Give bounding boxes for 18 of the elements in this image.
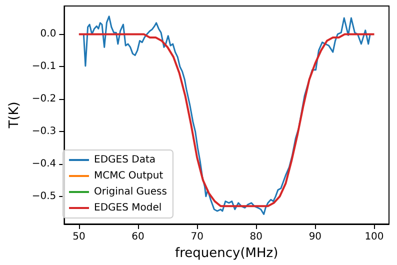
- x-axis-title: frequency(MHz): [175, 246, 278, 261]
- y-tick-label: −0.5: [32, 190, 56, 202]
- y-tick-label: −0.1: [32, 61, 56, 72]
- x-tick-label: 60: [132, 232, 144, 242]
- x-tick-label: 80: [250, 232, 262, 242]
- legend-label: EDGES Data: [94, 154, 156, 166]
- x-tick-label: 70: [190, 232, 204, 242]
- x-tick-label: 100: [364, 232, 384, 242]
- y-tick-label: −0.4: [32, 158, 56, 170]
- y-tick-label: −0.3: [32, 126, 56, 138]
- x-tick-label: 50: [72, 232, 86, 242]
- legend-label: Original Guess: [94, 186, 167, 198]
- y-tick-label: −0.2: [32, 94, 56, 105]
- legend-label: EDGES Model: [94, 202, 162, 214]
- legend-label: MCMC Output: [94, 170, 164, 182]
- y-tick-label: 0.0: [40, 28, 56, 40]
- x-tick-label: 90: [308, 232, 322, 242]
- y-axis-title: T(K): [7, 102, 22, 130]
